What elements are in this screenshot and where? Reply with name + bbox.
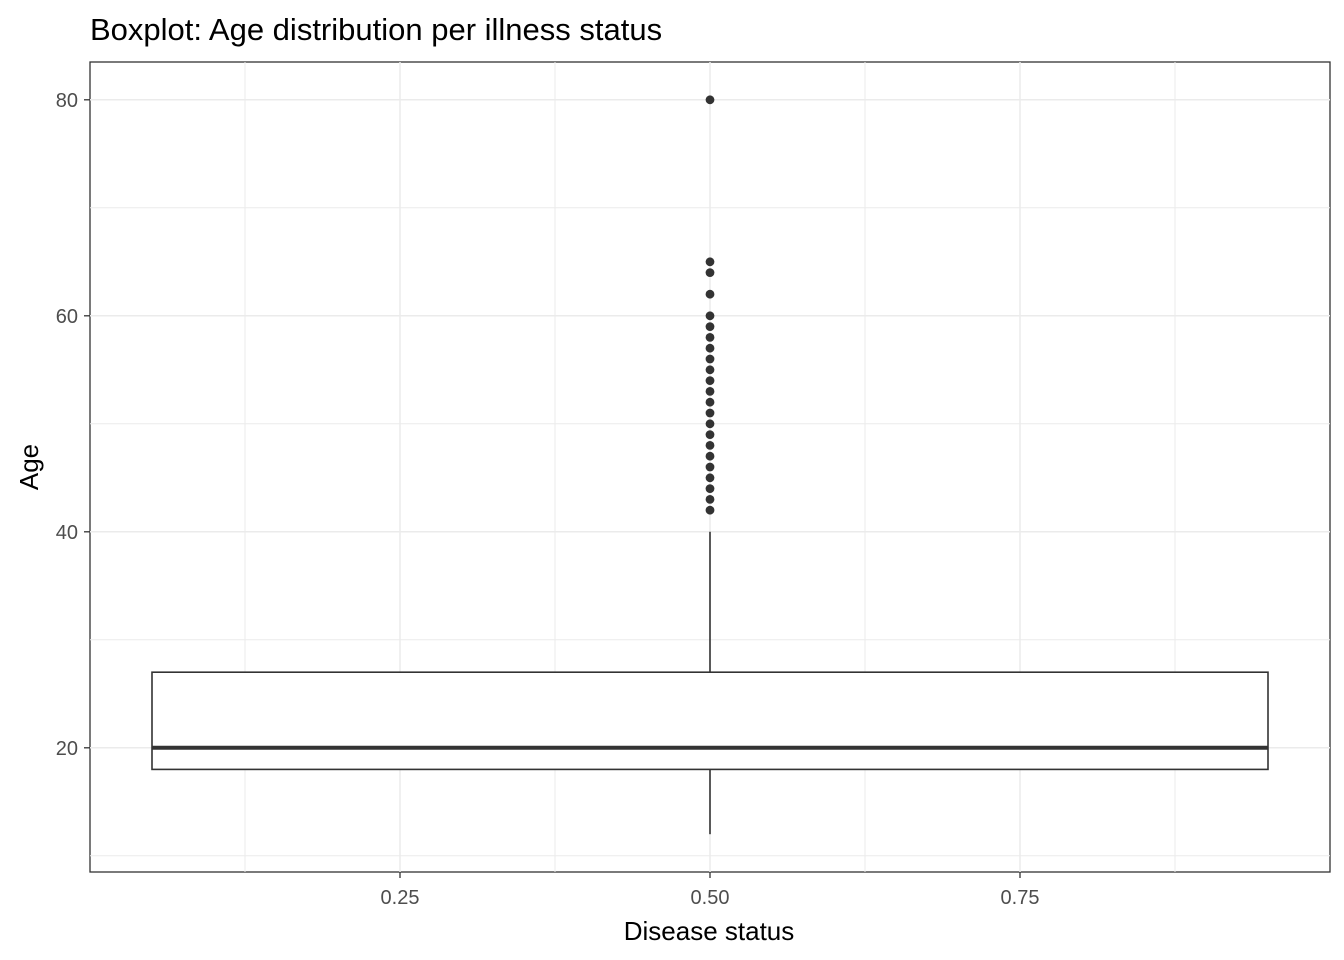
y-axis-title: Age [14, 444, 44, 490]
outlier-point [705, 484, 715, 493]
y-axis: 20 40 60 80 [56, 90, 90, 760]
outlier-point [705, 451, 715, 461]
outlier-point [705, 376, 715, 385]
iqr-box [151, 671, 1269, 771]
x-tick-label: 0.75 [1001, 887, 1040, 909]
x-axis-title: Disease status [624, 916, 795, 946]
y-tick-label: 40 [56, 522, 78, 544]
outlier-point [705, 430, 715, 439]
x-tick-label: 0.25 [381, 887, 420, 909]
outlier-point [705, 408, 715, 418]
outlier-point [705, 462, 715, 472]
outlier-point [705, 419, 715, 429]
outlier-point [705, 365, 715, 375]
outlier-point [705, 397, 715, 407]
box-layer [151, 531, 1269, 835]
outlier-point [705, 343, 715, 353]
outlier-point [705, 257, 715, 267]
outlier-point [705, 387, 715, 396]
outlier-point [705, 333, 715, 342]
outlier-point [705, 268, 715, 277]
outlier-point [705, 322, 715, 331]
outlier-point [705, 505, 715, 515]
y-tick-label: 60 [56, 306, 78, 328]
outlier-point [705, 473, 715, 483]
x-axis: 0.25 0.50 0.75 [381, 872, 1040, 909]
chart-title: Boxplot: Age distribution per illness st… [90, 12, 662, 47]
outlier-point [705, 311, 715, 321]
y-tick-label: 80 [56, 90, 78, 112]
outlier-point [705, 495, 715, 504]
outlier-point [705, 354, 715, 364]
outlier-point [705, 95, 715, 105]
y-tick-label: 20 [56, 738, 78, 760]
outlier-point [705, 289, 715, 299]
outlier-points [705, 95, 715, 515]
outlier-point [705, 441, 715, 450]
x-tick-label: 0.50 [691, 887, 730, 909]
